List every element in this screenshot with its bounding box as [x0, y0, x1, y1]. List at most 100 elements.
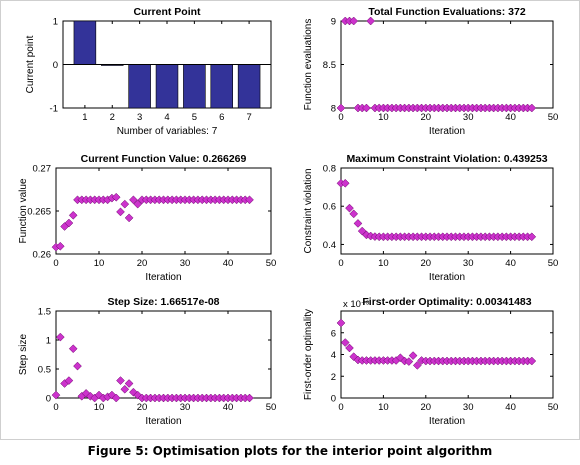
plot6-xlabel: Iteration	[429, 416, 465, 427]
plot1-xtick-label: 5	[192, 112, 197, 123]
plot3-axes-frame	[55, 167, 272, 255]
plot4-xtick-label: 20	[421, 258, 432, 269]
plot5-xtick-label: 20	[137, 402, 148, 413]
plot2-xtick-label: 0	[338, 112, 343, 123]
plot2-axes-frame	[340, 20, 554, 109]
plot6-xtick-label: 30	[463, 402, 474, 413]
plot5-point	[245, 393, 254, 403]
plot4-ytick-label: 0.8	[323, 164, 336, 175]
plot4-point	[349, 209, 359, 219]
plot3-xtick-label: 40	[223, 258, 234, 269]
plot1-bar	[237, 64, 261, 109]
plot6-ytick-label: 6	[331, 328, 336, 339]
plot1-bar	[155, 64, 179, 109]
plot5-point	[68, 344, 78, 354]
plot4-xtick-label: 0	[338, 258, 343, 269]
plot6-xtick-label: 40	[505, 402, 516, 413]
plot1-xlabel: Number of variables: 7	[117, 126, 218, 137]
plot6-title: First-order Optimality: 0.00341483	[362, 296, 531, 308]
plot1-xtick-label: 4	[164, 112, 169, 123]
plot5-title: Step Size: 1.66517e-08	[107, 296, 219, 308]
plot3-point	[133, 199, 143, 209]
plot1-bar	[183, 64, 206, 109]
plot2-point	[527, 103, 537, 113]
plot3-ytick-label: 0.27	[33, 164, 52, 175]
figure: Current Point 1 2 3 4 5 6 7 -1 0 1 Number of variab…	[0, 0, 580, 440]
plot1-ytick-label: -1	[50, 104, 58, 115]
plot3-point	[64, 218, 74, 228]
plot5-xtick-label: 30	[180, 402, 191, 413]
plot1-title: Current Point	[133, 6, 201, 18]
plot3-ylabel: Function value	[18, 178, 29, 243]
plot3-ytick-label: 0.265	[27, 207, 51, 218]
plot6-xtick-label: 10	[378, 402, 389, 413]
plot4-ytick-label: 0.4	[323, 240, 336, 251]
plot4-xtick-label: 10	[378, 258, 389, 269]
plot3-point	[55, 241, 65, 251]
plot3-xtick-label: 0	[53, 258, 58, 269]
plot5-xlabel: Iteration	[145, 416, 181, 427]
plot1-ytick-label: 1	[53, 17, 58, 28]
plot3-ytick-label: 0.26	[33, 250, 52, 261]
plot2-xtick-label: 20	[421, 112, 432, 123]
plot1-bar	[128, 64, 151, 109]
plot5-ylabel: Step size	[18, 333, 29, 375]
plot6-ylabel: First-order optimality	[303, 309, 314, 400]
plot4-ytick-label: 0.6	[323, 202, 336, 213]
plot5-point	[64, 376, 74, 385]
plot1-bar	[210, 64, 233, 109]
plot3-xtick-label: 30	[180, 258, 191, 269]
plot3-point	[116, 207, 125, 217]
plot6-xtick-label: 50	[548, 402, 559, 413]
plot4-axes-frame	[340, 167, 554, 255]
plot5-point	[73, 361, 82, 371]
plot3-title: Current Function Value: 0.266269	[81, 153, 247, 165]
plot4-xtick-label: 30	[463, 258, 474, 269]
plot2-xtick-label: 30	[463, 112, 474, 123]
plot3-point	[68, 210, 78, 220]
plot3-xtick-label: 10	[94, 258, 105, 269]
plot5-xtick-label: 0	[53, 402, 58, 413]
plot4-point	[345, 203, 354, 213]
plot3-point	[111, 192, 121, 202]
plot2-title: Total Function Evaluations: 372	[368, 6, 525, 18]
plot4-title: Maximum Constraint Violation: 0.439253	[346, 153, 547, 165]
plot5-axes-frame	[55, 310, 272, 399]
plot2-ytick-label: 8.5	[323, 60, 336, 71]
plot6-point	[527, 356, 537, 366]
plot4-xtick-label: 50	[548, 258, 559, 269]
figure-caption: Figure 5: Optimisation plots for the int…	[87, 444, 493, 458]
plot6-ytick-label: 0	[331, 394, 336, 405]
plot2-point	[366, 16, 376, 26]
plot6-point	[345, 343, 354, 353]
plot5-point	[51, 390, 61, 400]
plot5-xtick-label: 40	[223, 402, 234, 413]
plot4-point	[353, 219, 363, 228]
plot6-point	[412, 361, 422, 370]
plot6-ytick-label: 4	[331, 350, 336, 361]
plot5-point	[116, 376, 125, 385]
plot5-point	[120, 384, 130, 394]
plot5-xtick-label: 10	[94, 402, 105, 413]
plot6-point	[336, 318, 346, 328]
plot4-xlabel: Iteration	[429, 272, 465, 283]
plot2-point	[362, 103, 371, 113]
plot4-xtick-label: 40	[505, 258, 516, 269]
plot5-ytick-label: 1.5	[38, 307, 51, 318]
plot1-bar	[73, 20, 97, 65]
plot2-ylabel: Function evaluations	[303, 19, 314, 111]
plot1-xtick-label: 6	[219, 112, 224, 123]
figure-plots: Current Point 1 2 3 4 5 6 7 -1 0 1 Number of variab…	[18, 6, 559, 427]
plot3-point	[129, 195, 138, 205]
plot1-xtick-label: 2	[110, 112, 115, 123]
plot1-ytick-label: 0	[53, 60, 58, 71]
plot6-exponent-label: x 10⁻³	[343, 299, 369, 310]
plot4-point	[340, 178, 350, 188]
plot3-xtick-label: 20	[137, 258, 148, 269]
plot6-point	[404, 357, 414, 366]
plot5-ytick-label: 0	[46, 394, 51, 405]
plot3-point	[124, 213, 134, 223]
plot5-point	[55, 332, 65, 342]
plot4-ylabel: Constraint violation	[303, 168, 314, 253]
plot3-point	[120, 199, 130, 209]
